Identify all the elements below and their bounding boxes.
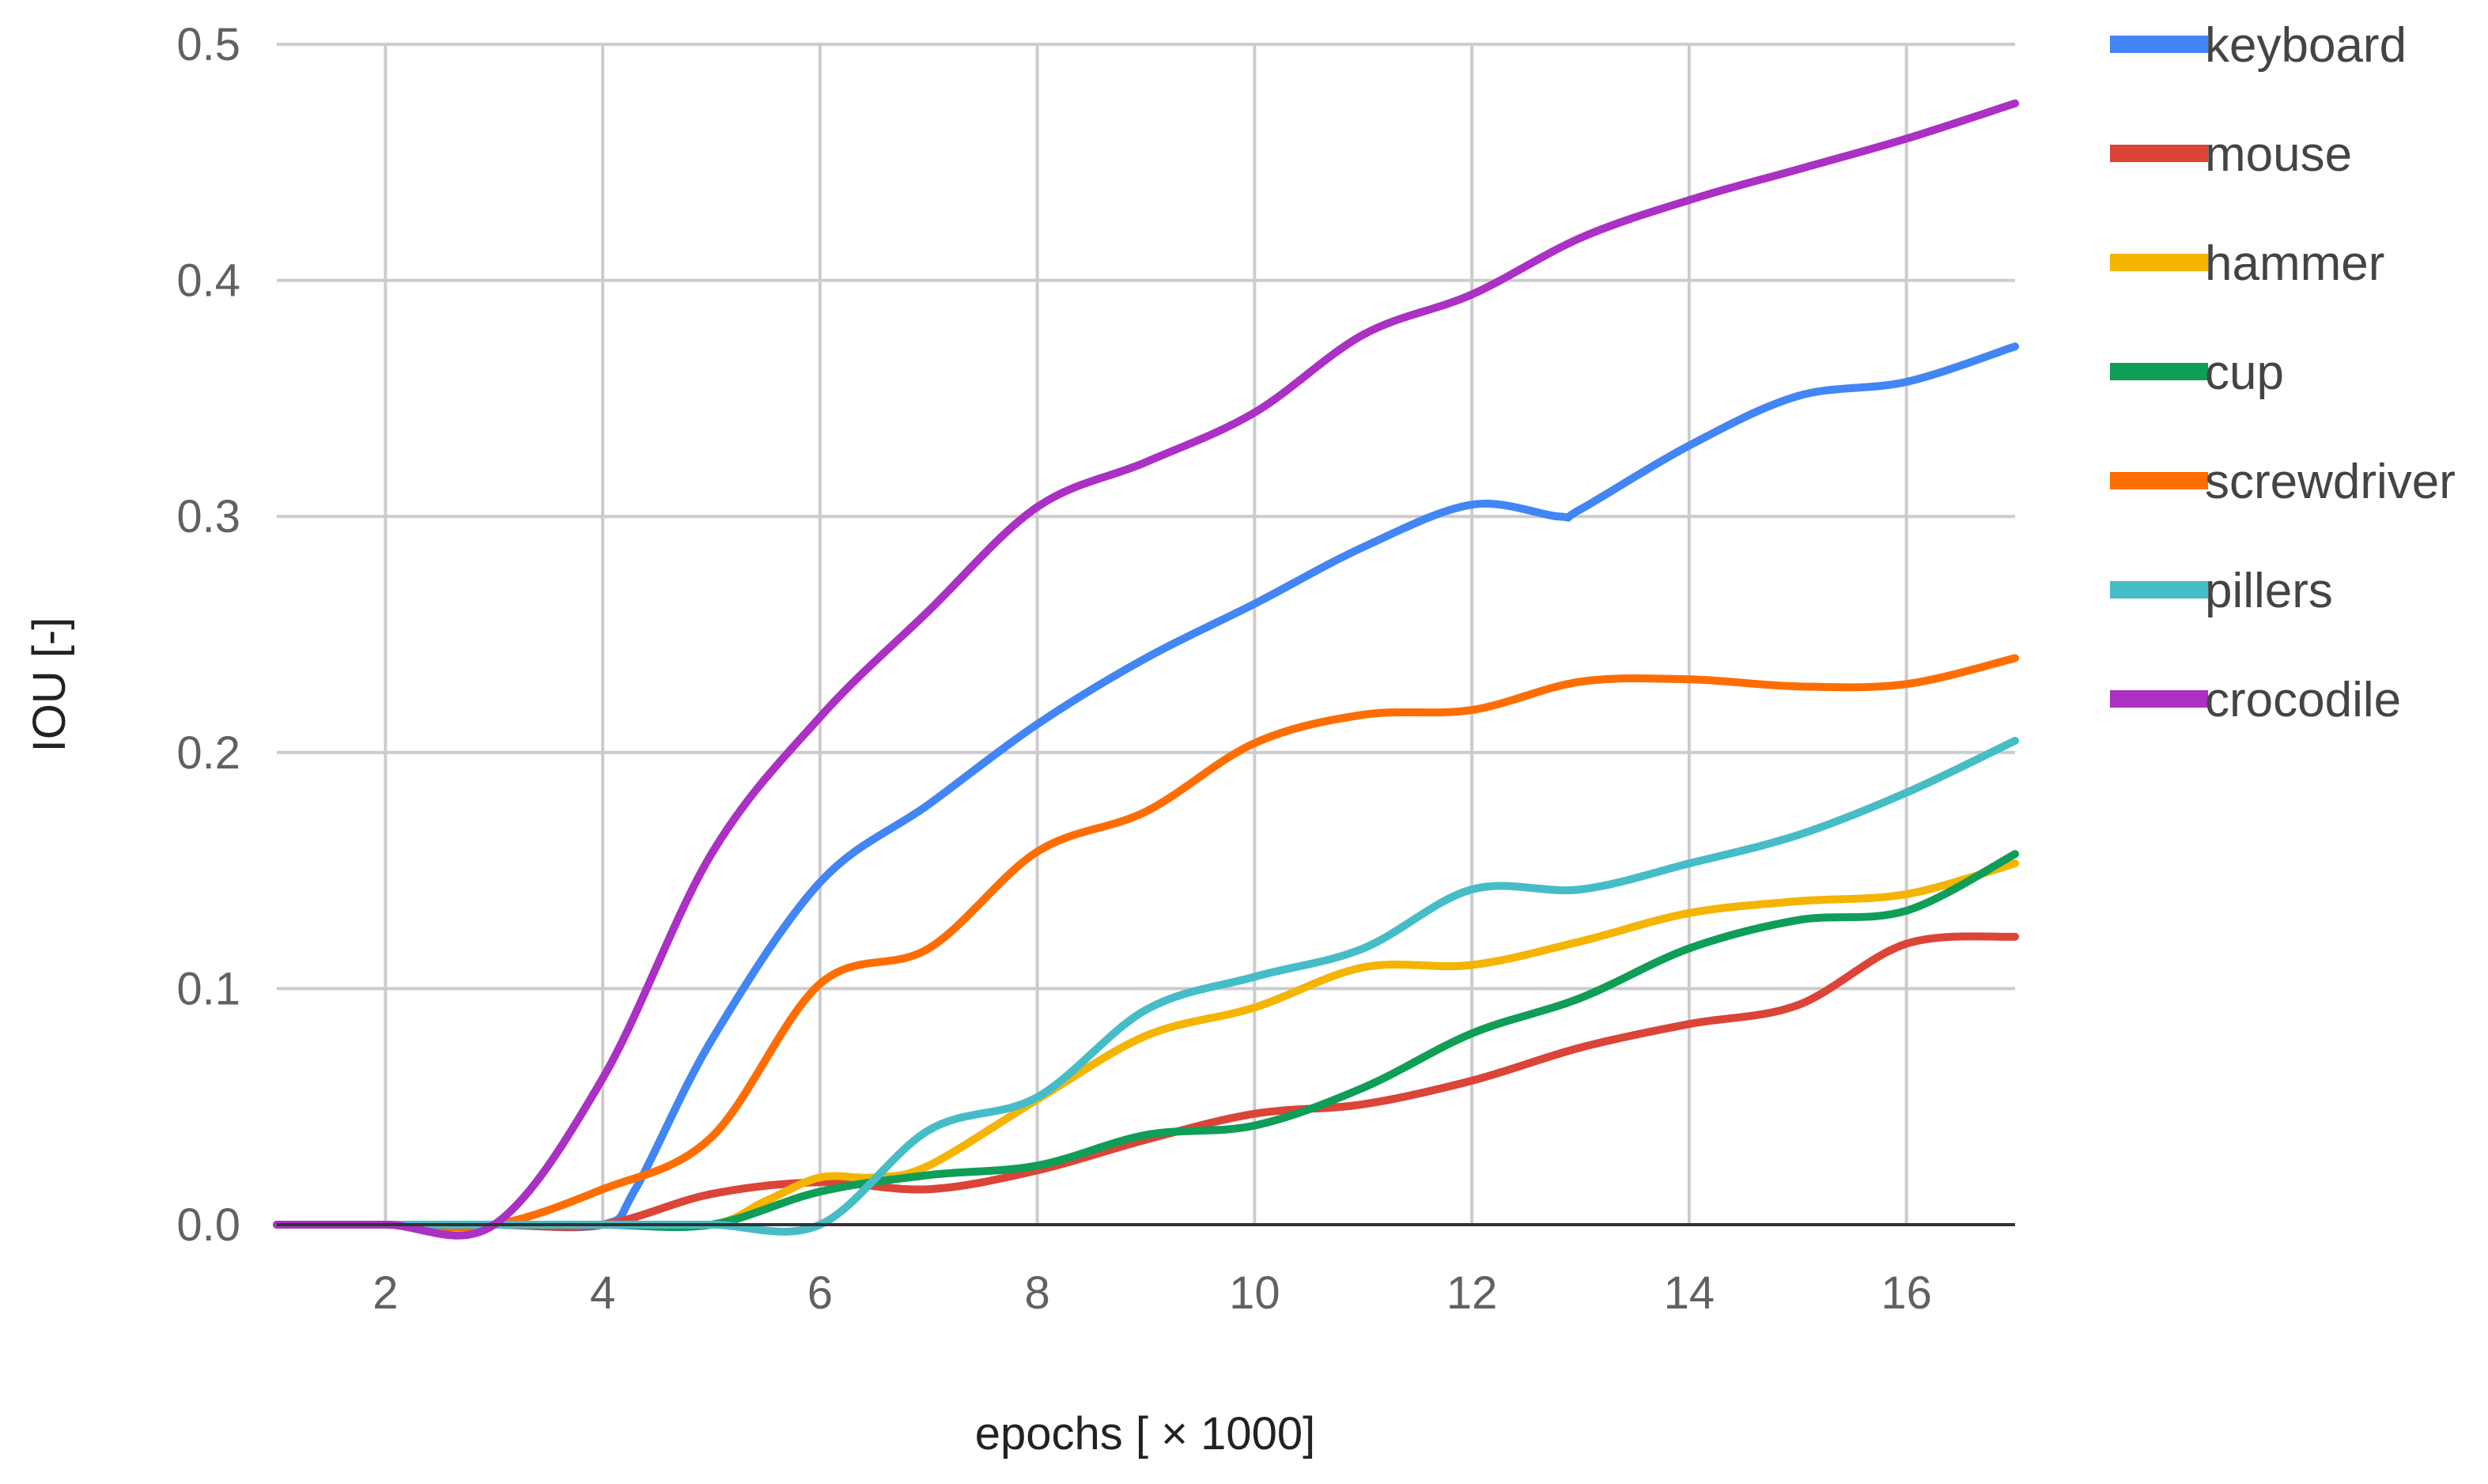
series-line-cup: [273, 850, 2019, 1232]
legend-item-pillers: pillers: [2110, 564, 2333, 618]
legend-label: hammer: [2205, 236, 2384, 291]
x-axis-title: epochs [ × 1000]: [975, 1408, 1316, 1459]
x-tick-label: 10: [1229, 1267, 1280, 1319]
x-tick-label: 14: [1664, 1267, 1715, 1319]
legend-swatch: [2110, 254, 2208, 271]
y-tick-label: 0.1: [176, 963, 240, 1014]
series-line-keyboard: [273, 342, 2019, 1232]
legend-item-screwdriver: screwdriver: [2110, 455, 2456, 509]
x-tick-label: 2: [372, 1267, 398, 1319]
legend-swatch: [2110, 363, 2208, 380]
x-tick-label: 8: [1024, 1267, 1049, 1319]
legend-item-cup: cup: [2110, 346, 2284, 400]
legend-label: keyboard: [2205, 18, 2407, 73]
legend-swatch: [2110, 36, 2208, 53]
legend-swatch: [2110, 145, 2208, 162]
legend-item-crocodile: crocodile: [2110, 673, 2401, 727]
series-line-screwdriver: [273, 654, 2019, 1232]
x-tick-label: 4: [590, 1267, 615, 1319]
y-tick-label: 0.4: [176, 255, 240, 307]
y-tick-label: 0.5: [176, 19, 240, 70]
y-tick-label: 0.3: [176, 491, 240, 542]
legend-item-hammer: hammer: [2110, 236, 2384, 291]
legend-swatch: [2110, 581, 2208, 599]
legend-label: pillers: [2205, 564, 2333, 618]
legend-label: screwdriver: [2205, 455, 2456, 509]
legend-label: crocodile: [2205, 673, 2401, 727]
legend: keyboard mouse hammer cup screwdriver pillers…: [2110, 18, 2456, 727]
legend-swatch: [2110, 472, 2208, 489]
y-tick-label: 0.2: [176, 727, 240, 779]
legend-item-keyboard: keyboard: [2110, 18, 2407, 73]
legend-label: mouse: [2205, 127, 2352, 182]
y-tick-label: 0.0: [176, 1199, 240, 1251]
x-tick-label: 16: [1881, 1267, 1932, 1319]
x-tick-label: 12: [1446, 1267, 1498, 1319]
series-line-crocodile: [273, 99, 2019, 1240]
y-axis-title: IOU [-]: [24, 617, 75, 753]
grid-layer: [277, 43, 2015, 1225]
legend-label: cup: [2205, 346, 2284, 400]
series-line-hammer: [273, 859, 2019, 1231]
legend-swatch: [2110, 690, 2208, 708]
legend-item-mouse: mouse: [2110, 127, 2352, 182]
x-tick-label: 6: [807, 1267, 833, 1319]
axis-layer: 0.0 0.1 0.2 0.3 0.4 0.5 2 4 6 8 10 12 14 16: [176, 19, 2015, 1319]
series-layer: [273, 99, 2019, 1240]
